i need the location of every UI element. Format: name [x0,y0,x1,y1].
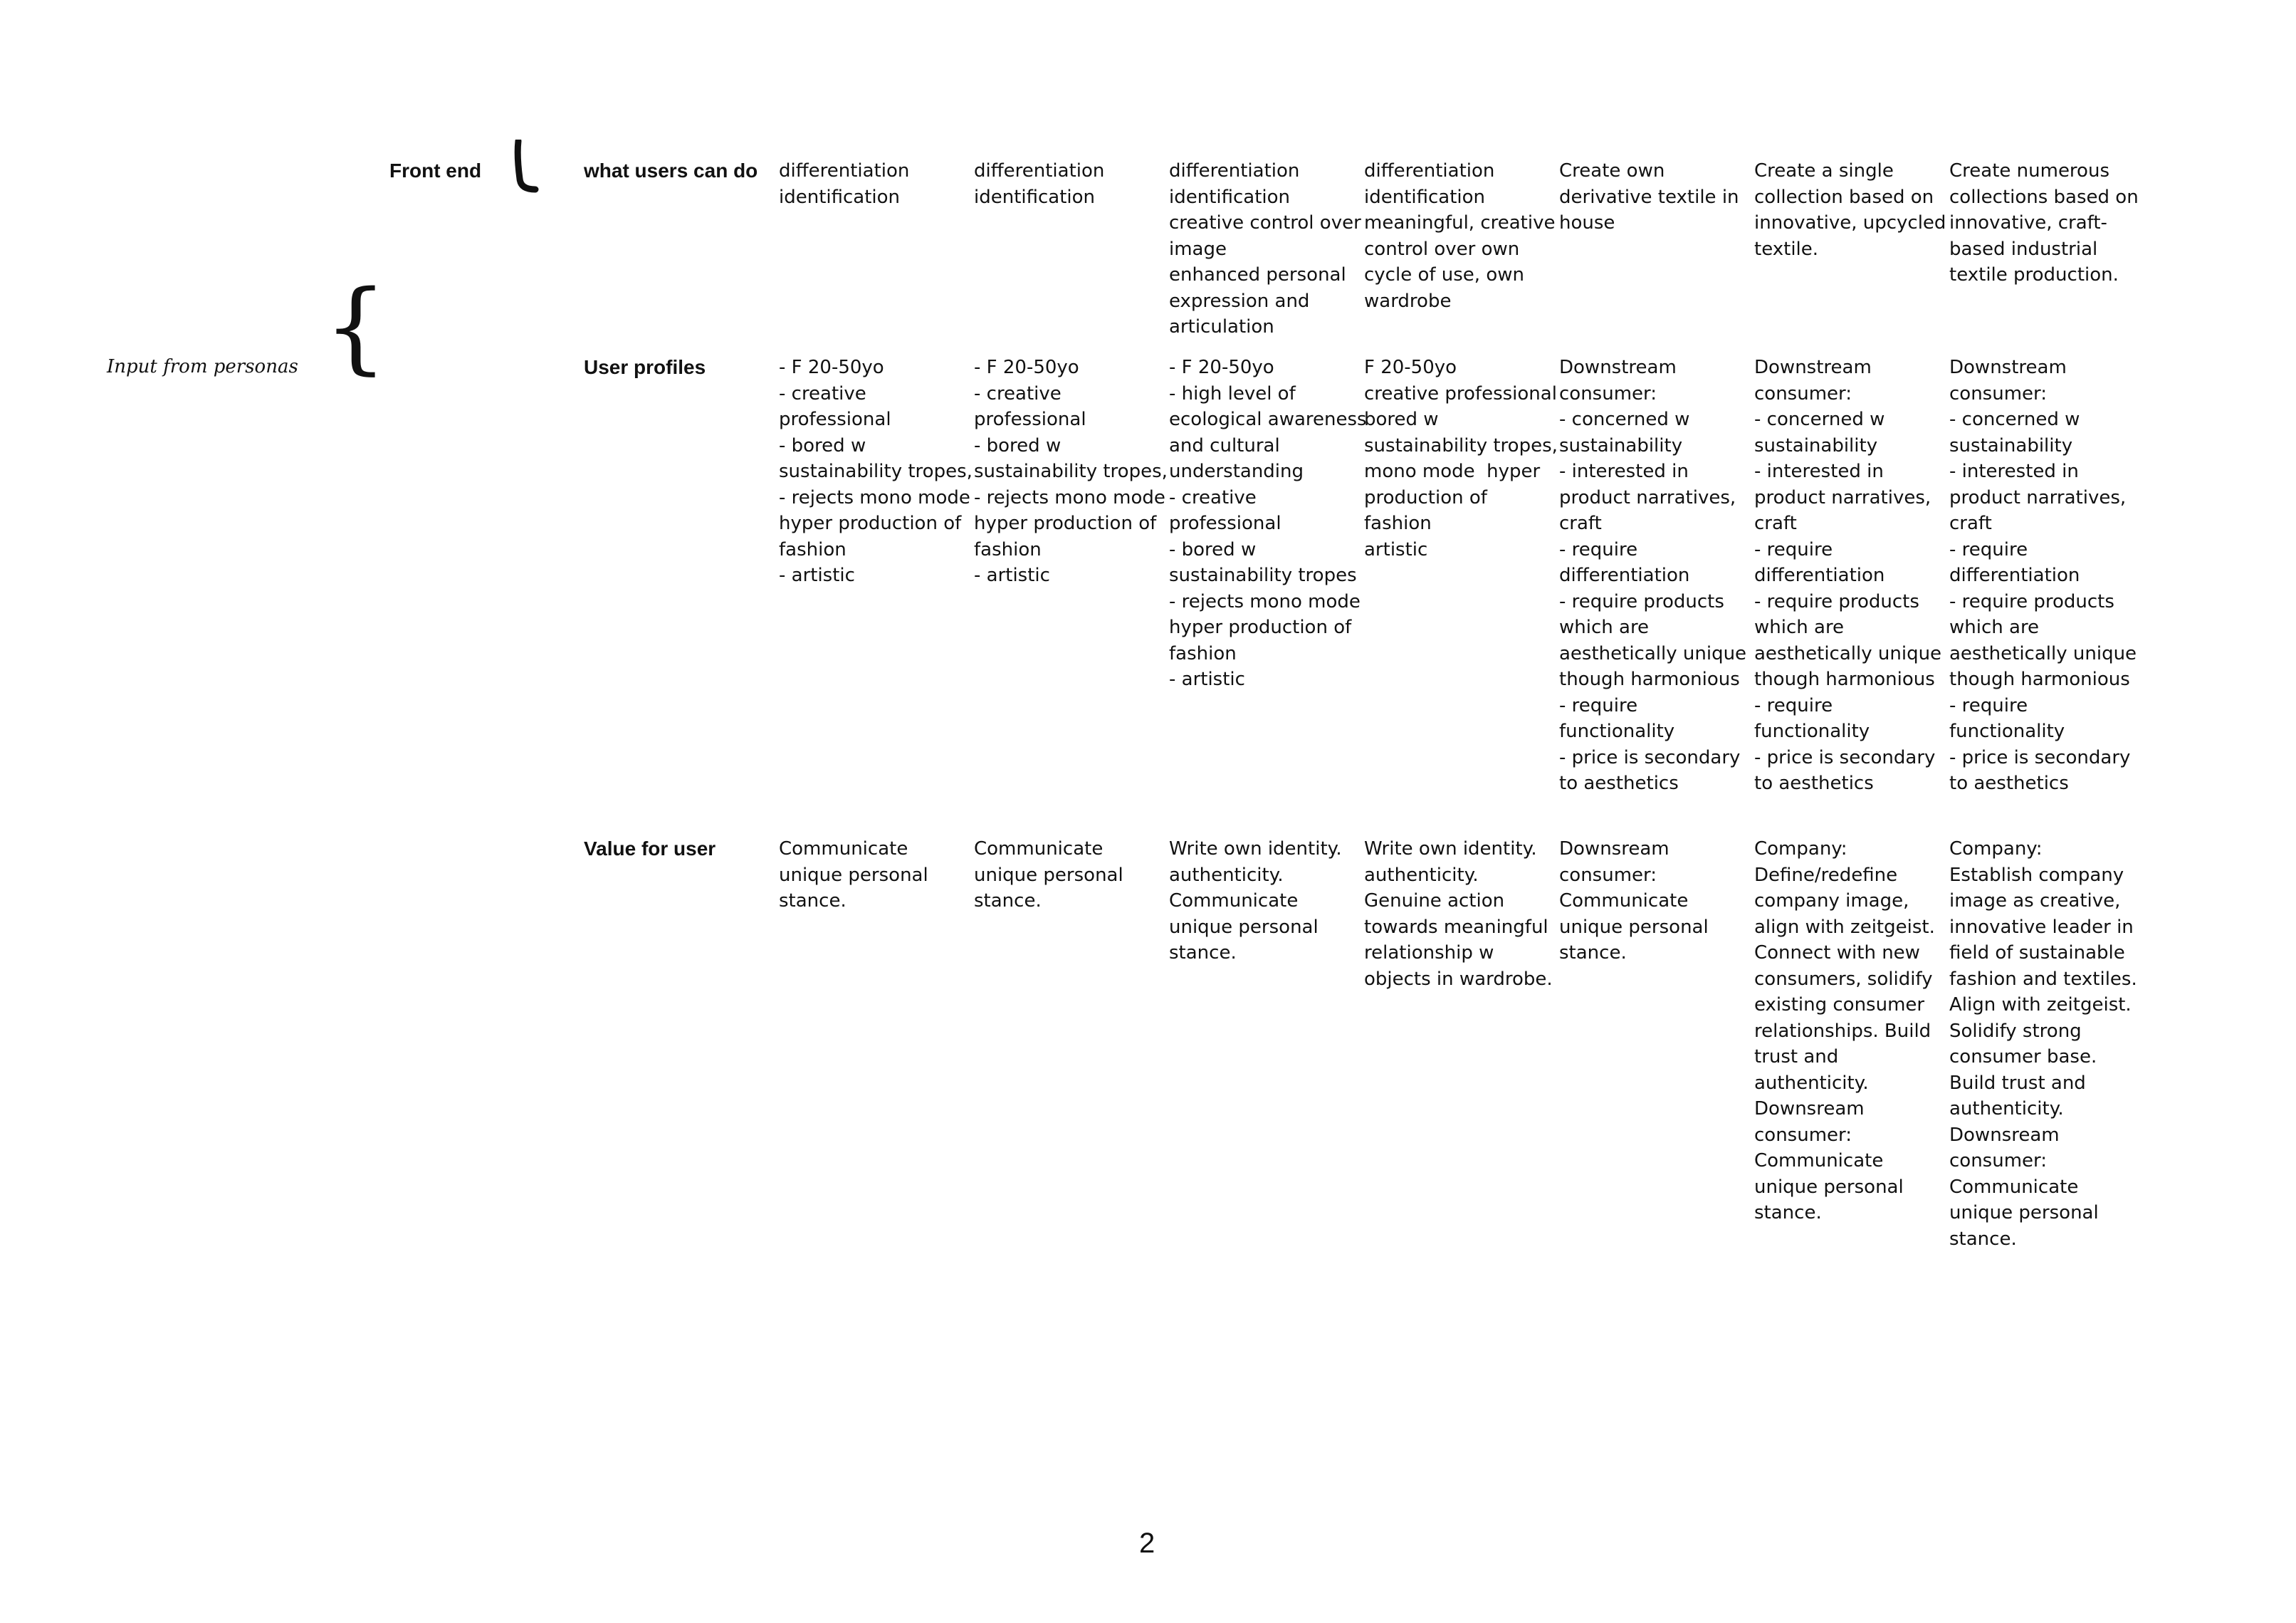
input-from-personas-label: Input from personas [107,356,298,377]
table-cell: Downsream consumer: Communicate unique p… [1559,838,1709,964]
row-label: what users can do [584,160,758,182]
table-cell: Create own derivative textile in house [1559,160,1739,234]
table-cell: Create a single collection based on inno… [1754,160,1946,260]
row-label: Value for user [584,837,716,860]
table-cell: Company: Define/redefine company image, … [1754,838,1935,1223]
table-cell: - F 20-50yo - creative professional - bo… [779,357,973,586]
table-cell: - F 20-50yo - creative professional - bo… [974,357,1168,586]
table-cell: Create numerous collections based on inn… [1949,160,2139,286]
table-cell: Downstream consumer: - concerned w susta… [1949,357,2137,794]
table-cell: Write own identity. authenticity. Genuin… [1364,838,1553,990]
table-cell: Company: Establish company image as crea… [1949,838,2137,1250]
small-brace-icon [514,140,539,193]
table-cell: differentiation identification creative … [1169,160,1361,338]
table-cell: Communicate unique personal stance. [974,838,1123,912]
table-cell: Downstream consumer: - concerned w susta… [1754,357,1942,794]
front-end-label: Front end [389,160,482,182]
row-label: User profiles [584,356,706,378]
table-cell: Communicate unique personal stance. [779,838,928,912]
table-cell: differentiation identification [779,160,910,208]
table-cell: F 20-50yo creative professional bored w … [1364,357,1558,560]
page-number: 2 [1139,1528,1155,1559]
table-cell: differentiation identification [974,160,1105,208]
curly-brace-icon: { [324,269,388,385]
table-cell: differentiation identification meaningfu… [1364,160,1556,312]
table-cell: Downstream consumer: - concerned w susta… [1559,357,1747,794]
table-cell: Write own identity. authenticity. Commun… [1169,838,1342,964]
table-cell: - F 20-50yo - high level of ecological a… [1169,357,1367,690]
